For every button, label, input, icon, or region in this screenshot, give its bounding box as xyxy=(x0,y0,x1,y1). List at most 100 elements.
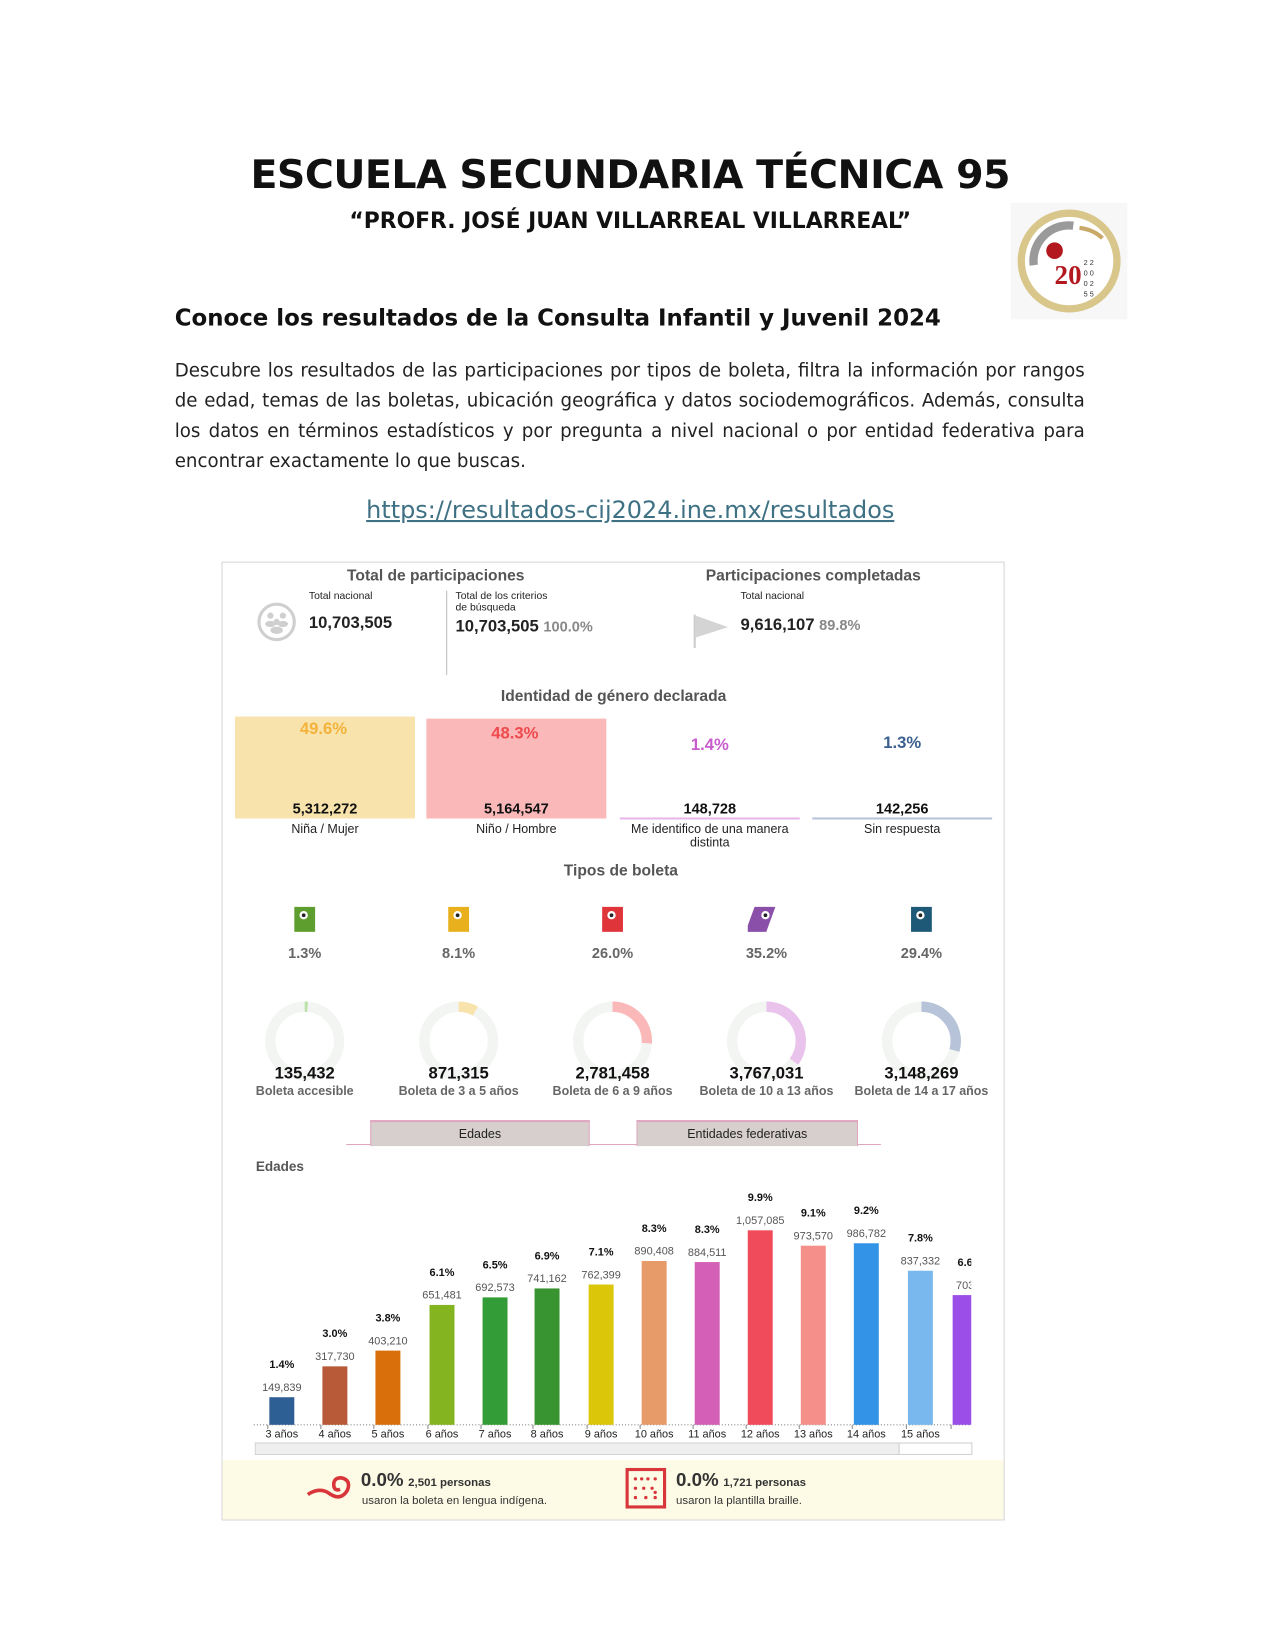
bar[interactable] xyxy=(322,1366,348,1425)
bar-pct-label: 6.6 xyxy=(958,1257,972,1269)
criteria-label-line2: de búsqueda xyxy=(455,602,516,614)
bar-pct-label: 8.3% xyxy=(695,1224,720,1236)
total-national-label: Total nacional xyxy=(308,590,373,603)
svg-text:0 0: 0 0 xyxy=(1084,269,1094,278)
x-tick-label: 3 años xyxy=(265,1428,298,1440)
bar-value-label: 1,057,085 xyxy=(736,1215,785,1227)
bar-value-label: 890,408 xyxy=(634,1246,673,1258)
total-national-value: 10,703,505 xyxy=(308,614,393,633)
completed-national-label: Total nacional xyxy=(740,590,805,603)
gender-item: 1.4% 148,728 Me identifico de una manera d… xyxy=(619,717,800,852)
bar[interactable] xyxy=(482,1297,508,1425)
x-tick-label: 10 años xyxy=(635,1428,674,1440)
bar-value-label: 837,332 xyxy=(901,1256,940,1268)
chart-scrollbar-thumb[interactable] xyxy=(255,1443,900,1454)
gender-pct: 1.4% xyxy=(690,736,729,754)
ballot-pct: 8.1% xyxy=(442,944,476,961)
criteria-value: 10,703,505 xyxy=(455,617,539,636)
intro-paragraph: Descubre los resultados de las participa… xyxy=(174,360,1085,473)
results-dashboard-screenshot: Total de participaciones Total nacional … xyxy=(221,561,1005,1521)
gender-item: 48.3% 5,164,547 Niño / Hombre xyxy=(426,717,607,852)
chart-title: Edades xyxy=(255,1158,304,1175)
indigenous-language-icon xyxy=(306,1476,351,1499)
bar-value-label: 741,162 xyxy=(527,1273,566,1285)
flag-icon xyxy=(693,614,728,648)
total-participations-title: Total de participaciones xyxy=(347,566,525,585)
bee-character-icon xyxy=(448,906,470,932)
bar-value-label: 403,210 xyxy=(368,1335,407,1347)
x-tick-label: 8 años xyxy=(531,1428,564,1440)
gender-bar xyxy=(426,718,607,819)
braille-icon xyxy=(625,1467,667,1509)
ballot-value: 871,315 xyxy=(428,1064,489,1083)
bar[interactable] xyxy=(269,1397,295,1425)
svg-text:2 2: 2 2 xyxy=(1084,258,1094,267)
ballot-label: Boleta de 6 a 9 años xyxy=(552,1083,673,1099)
bar[interactable] xyxy=(534,1288,560,1425)
bar-pct-label: 6.5% xyxy=(483,1259,508,1271)
bar-value-label: 651,481 xyxy=(422,1290,461,1302)
accessibility-footer: 0.0% 2,501 personas usaron la boleta en … xyxy=(222,1460,1004,1520)
gender-bar xyxy=(812,817,993,819)
gender-value: 5,312,272 xyxy=(292,799,358,817)
ballot-value: 2,781,458 xyxy=(575,1064,650,1083)
ballot-pct: 29.4% xyxy=(900,944,943,961)
chart-svg: 149,839 1.4% 3 años 317,730 3.0% 4 años 403,21… xyxy=(253,1192,972,1440)
ballot-value: 135,432 xyxy=(274,1064,335,1083)
bar[interactable] xyxy=(800,1245,826,1425)
results-link[interactable]: https://resultados-cij2024.ine.mx/result… xyxy=(366,497,895,525)
ballot-pct: 26.0% xyxy=(591,944,634,961)
bar[interactable] xyxy=(952,1295,972,1425)
gender-label: Niña / Mujer xyxy=(291,821,359,837)
indigenous-stat: 0.0% 2,501 personas xyxy=(361,1470,491,1492)
completed-value: 9,616,107 xyxy=(740,616,815,635)
bar[interactable] xyxy=(641,1260,667,1425)
bar[interactable] xyxy=(907,1270,933,1425)
x-tick-label: 6 años xyxy=(426,1428,459,1440)
bar-value-label: 703 xyxy=(956,1280,971,1292)
bar[interactable] xyxy=(853,1243,879,1425)
ballot-label: Boleta de 14 a 17 años xyxy=(854,1083,989,1099)
x-tick-label: 15 años xyxy=(901,1428,940,1440)
green-character-icon xyxy=(294,906,316,932)
bar-pct-label: 3.0% xyxy=(322,1328,347,1340)
x-tick-label: 11 años xyxy=(688,1428,727,1440)
chart-scrollbar[interactable] xyxy=(254,1442,973,1455)
section-heading: Conoce los resultados de la Consulta Inf… xyxy=(174,305,941,332)
bar-value-label: 973,570 xyxy=(794,1230,833,1242)
svg-text:0 2: 0 2 xyxy=(1084,279,1094,288)
x-tick-label: 13 años xyxy=(794,1428,833,1440)
completed-value-row: 9,616,107 89.8% xyxy=(740,617,860,636)
bar[interactable] xyxy=(694,1262,720,1425)
bar[interactable] xyxy=(588,1284,614,1425)
x-tick-label: 14 años xyxy=(847,1428,886,1440)
gender-bar xyxy=(235,716,415,819)
ballot-label: Boleta de 10 a 13 años xyxy=(699,1083,834,1099)
bar-pct-label: 8.3% xyxy=(642,1223,667,1235)
ballot-donut xyxy=(573,1001,653,1081)
ballot-donut xyxy=(419,1001,499,1081)
bar-pct-label: 6.9% xyxy=(535,1250,560,1262)
school-subtitle: “PROFR. JOSÉ JUAN VILLARREAL VILLARREAL” xyxy=(349,208,912,233)
ballot-donut-segment xyxy=(881,1001,961,1081)
tab-entidades-federativas[interactable]: Entidades federativas xyxy=(636,1120,858,1147)
bar-value-label: 762,399 xyxy=(581,1269,620,1281)
ballot-donut-segment xyxy=(419,1001,499,1081)
bar-pct-label: 6.1% xyxy=(430,1267,455,1279)
gender-item: 49.6% 5,312,272 Niña / Mujer xyxy=(235,716,415,852)
school-logo: 20 2 2 0 0 0 2 5 5 xyxy=(1010,202,1128,320)
bar[interactable] xyxy=(375,1350,401,1425)
criteria-label: Total de los criterios de búsqueda xyxy=(456,591,548,614)
braille-pct: 0.0% xyxy=(676,1469,719,1491)
gender-pct: 49.6% xyxy=(299,720,348,739)
criteria-label-line1: Total de los criterios xyxy=(455,590,548,603)
gender-pct: 1.3% xyxy=(883,734,922,752)
bar-pct-label: 7.8% xyxy=(908,1233,933,1245)
bar[interactable] xyxy=(747,1230,773,1425)
bar-pct-label: 9.9% xyxy=(748,1192,773,1204)
tab-edades[interactable]: Edades xyxy=(370,1120,590,1147)
bar[interactable] xyxy=(429,1304,455,1425)
age-bar-chart: 149,839 1.4% 3 años 317,730 3.0% 4 años 403,21… xyxy=(223,1176,972,1457)
people-icon xyxy=(257,602,296,642)
